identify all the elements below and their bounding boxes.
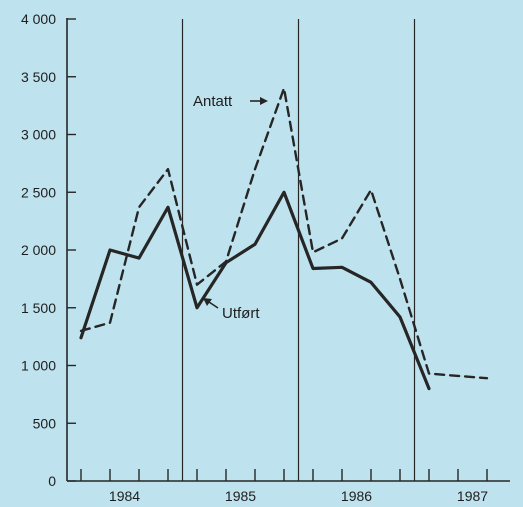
x-year-label: 1986 [341,488,372,504]
antatt-arrow-head [260,97,268,105]
y-tick-label: 1 500 [21,300,56,316]
x-year-label: 1985 [225,488,256,504]
y-tick-label: 0 [48,473,56,489]
y-tick-label: 3 500 [21,69,56,85]
series-line-utfrt [79,190,431,391]
y-tick-label: 2 000 [21,242,56,258]
x-year-label: 1984 [109,488,140,504]
y-tick-label: 4 000 [21,11,56,27]
y-tick-label: 2 500 [21,184,56,200]
y-tick-label: 3 000 [21,127,56,143]
y-tick-label: 500 [33,415,57,431]
utfort-arrow-shaft [208,301,219,309]
chart-axes: 0 500 1 000 1 500 2 000 2 500 3 000 3 500 4 000 1… [21,11,510,504]
x-year-label: 1987 [457,488,488,504]
y-tick-label: 1 000 [21,358,56,374]
series-line-antatt [79,87,489,380]
annotation-utfort: Utført [222,305,260,322]
annotation-arrows [203,97,268,309]
annotation-antatt: Antatt [193,93,233,110]
chart-series [79,87,489,391]
utfort-arrow-head [203,298,212,306]
